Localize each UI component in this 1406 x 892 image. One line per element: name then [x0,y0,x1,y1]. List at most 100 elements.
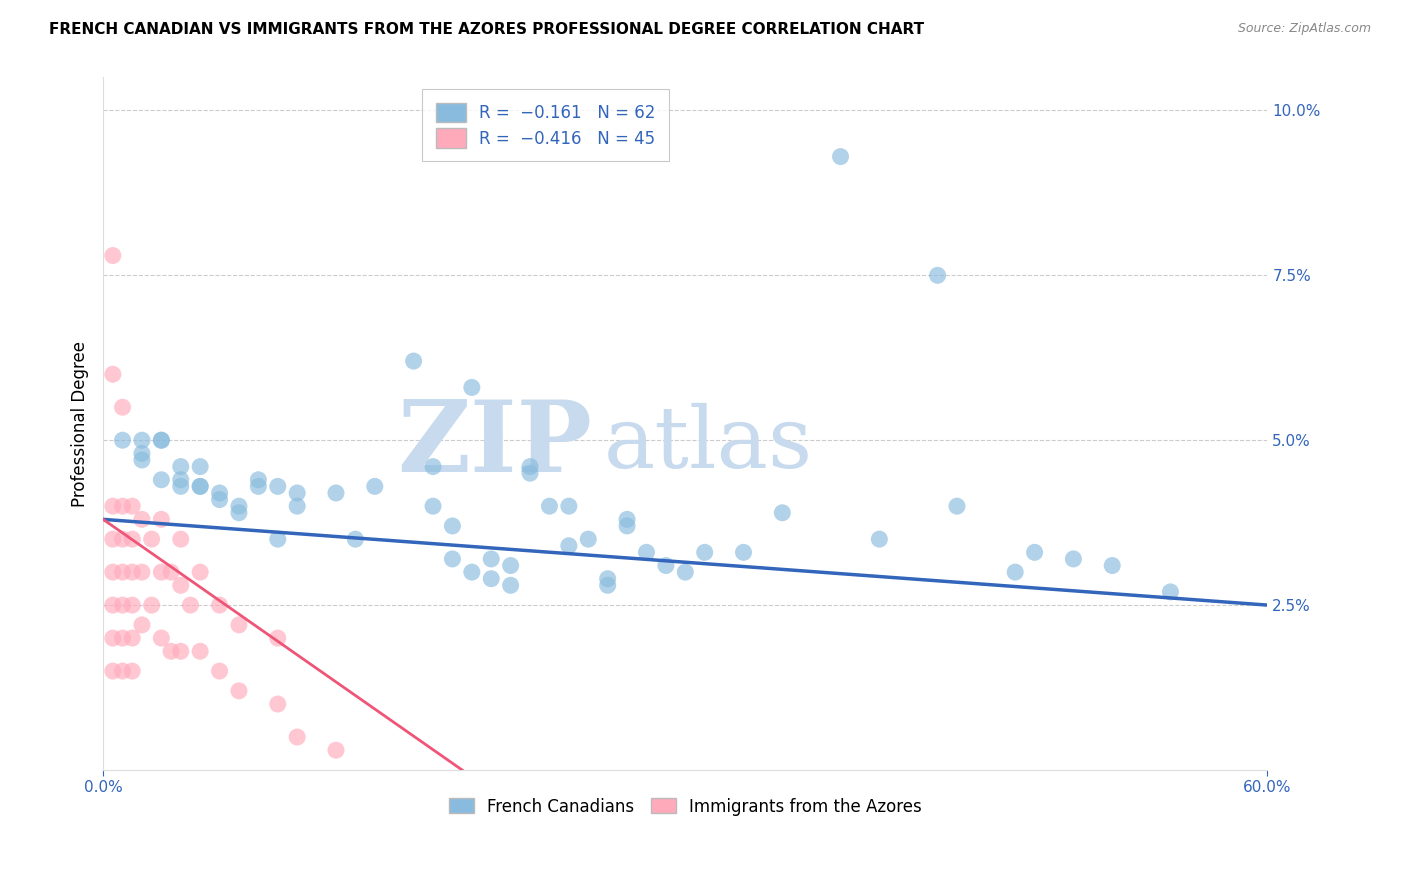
Point [325,486,347,500]
Point [188,479,211,493]
Point [325,743,347,757]
Point [693,545,716,559]
Point [636,545,658,559]
Point [479,572,502,586]
Point [208,598,231,612]
Point [538,499,561,513]
Point [402,354,425,368]
Text: Source: ZipAtlas.com: Source: ZipAtlas.com [1237,22,1371,36]
Point [655,558,678,573]
Point [558,539,581,553]
Point [170,644,193,658]
Point [150,565,173,579]
Point [499,578,522,592]
Point [364,479,387,493]
Point [188,479,211,493]
Point [188,644,211,658]
Point [927,268,949,283]
Y-axis label: Professional Degree: Professional Degree [72,341,89,507]
Point [422,459,444,474]
Point [101,565,124,579]
Point [461,565,484,579]
Point [150,512,173,526]
Point [141,598,163,612]
Point [111,664,134,678]
Point [150,473,173,487]
Point [285,730,308,744]
Point [131,618,153,632]
Point [344,532,367,546]
Point [247,473,270,487]
Point [1159,585,1181,599]
Point [208,486,231,500]
Point [111,631,134,645]
Point [101,598,124,612]
Point [111,565,134,579]
Point [111,598,134,612]
Point [479,552,502,566]
Point [121,664,143,678]
Point [228,499,250,513]
Point [101,368,124,382]
Point [285,499,308,513]
Point [121,631,143,645]
Point [160,565,183,579]
Point [576,532,599,546]
Point [461,380,484,394]
Point [267,479,290,493]
Point [208,492,231,507]
Point [121,532,143,546]
Point [285,486,308,500]
Point [267,697,290,711]
Point [422,499,444,513]
Point [267,631,290,645]
Point [150,434,173,448]
Point [179,598,201,612]
Point [170,459,193,474]
Point [228,506,250,520]
Point [499,558,522,573]
Point [616,512,638,526]
Point [170,473,193,487]
Point [131,446,153,460]
Point [1024,545,1046,559]
Point [733,545,755,559]
Point [111,532,134,546]
Point [519,466,541,480]
Point [131,434,153,448]
Point [558,499,581,513]
Point [208,664,231,678]
Point [111,401,134,415]
Point [131,512,153,526]
Text: FRENCH CANADIAN VS IMMIGRANTS FROM THE AZORES PROFESSIONAL DEGREE CORRELATION CH: FRENCH CANADIAN VS IMMIGRANTS FROM THE A… [49,22,924,37]
Point [247,479,270,493]
Point [111,434,134,448]
Point [188,459,211,474]
Point [267,532,290,546]
Point [131,453,153,467]
Point [616,519,638,533]
Point [101,532,124,546]
Text: ZIP: ZIP [398,396,592,493]
Point [101,631,124,645]
Point [101,499,124,513]
Point [121,598,143,612]
Point [111,499,134,513]
Point [121,499,143,513]
Point [150,631,173,645]
Point [170,532,193,546]
Point [150,434,173,448]
Point [868,532,890,546]
Point [946,499,969,513]
Point [1062,552,1084,566]
Point [441,519,464,533]
Point [228,683,250,698]
Point [131,565,153,579]
Text: atlas: atlas [603,403,813,486]
Legend: French Canadians, Immigrants from the Azores: French Canadians, Immigrants from the Az… [440,789,931,824]
Point [519,459,541,474]
Point [141,532,163,546]
Point [170,578,193,592]
Point [1004,565,1026,579]
Point [228,618,250,632]
